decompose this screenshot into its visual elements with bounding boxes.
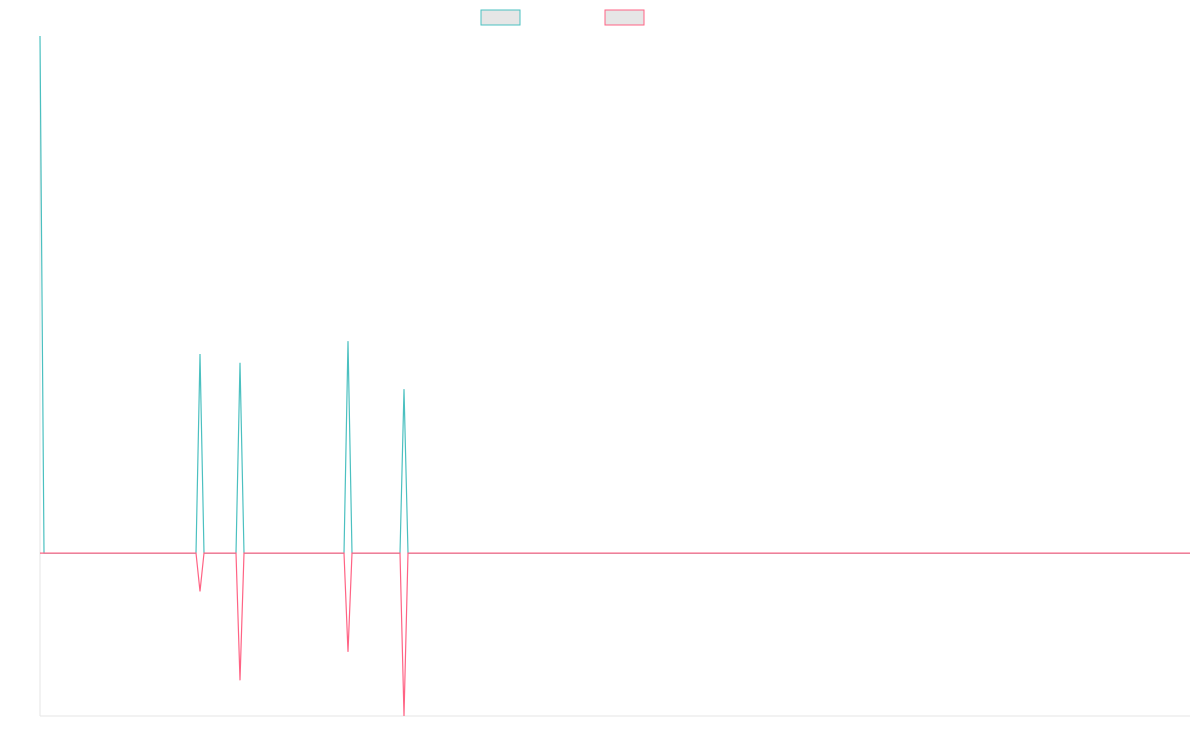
legend-swatch[interactable] xyxy=(480,9,521,26)
series-line xyxy=(40,552,1190,717)
legend-swatch[interactable] xyxy=(604,9,645,26)
series-line xyxy=(39,35,1190,554)
